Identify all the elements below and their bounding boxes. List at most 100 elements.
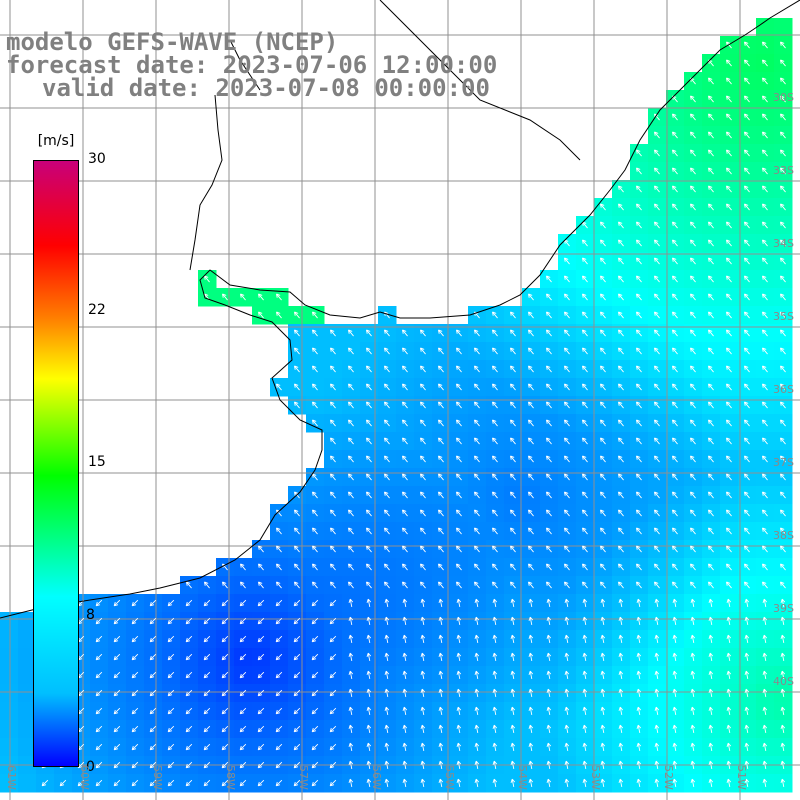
wind-arrow xyxy=(690,616,696,626)
wind-arrow xyxy=(293,743,301,751)
wind-arrow xyxy=(780,706,786,716)
wind-arrow xyxy=(510,545,516,553)
wind-arrow xyxy=(474,383,480,391)
wind-arrow xyxy=(329,689,337,697)
wind-arrow xyxy=(474,473,480,481)
wind-arrow xyxy=(654,401,660,409)
wind-arrow xyxy=(492,545,498,553)
wind-arrow xyxy=(672,149,678,157)
wind-arrow xyxy=(726,652,732,662)
wind-arrow xyxy=(654,383,660,391)
lon-label: 53W xyxy=(589,765,602,790)
wind-arrow xyxy=(546,311,552,319)
wind-arrow xyxy=(708,275,714,283)
wind-arrow xyxy=(185,635,193,643)
wind-arrow xyxy=(564,545,570,553)
wind-arrow xyxy=(366,670,372,680)
wind-arrow xyxy=(528,293,534,301)
wind-arrow xyxy=(311,671,319,679)
wind-arrow xyxy=(546,347,552,355)
wind-arrow xyxy=(510,724,516,734)
wind-arrow xyxy=(294,509,300,517)
wind-arrow xyxy=(420,329,426,337)
wind-arrow xyxy=(275,599,283,607)
wind-arrow xyxy=(762,706,768,716)
wind-arrow xyxy=(654,131,660,139)
wind-arrow xyxy=(636,760,642,770)
wind-arrow xyxy=(420,347,426,355)
wind-arrow xyxy=(149,689,157,697)
wind-arrow xyxy=(726,437,732,445)
wind-arrow xyxy=(690,652,696,662)
lon-label: 59W xyxy=(151,765,164,790)
wind-arrow xyxy=(546,634,552,644)
wind-arrow xyxy=(294,329,300,337)
wind-arrow xyxy=(492,527,498,535)
wind-arrow xyxy=(185,779,193,787)
wind-arrow xyxy=(492,419,498,427)
wind-arrow xyxy=(546,293,552,301)
wave-cell xyxy=(0,666,19,685)
wind-arrow xyxy=(510,437,516,445)
wind-arrow xyxy=(420,688,426,698)
wind-arrow xyxy=(474,652,480,662)
wind-arrow xyxy=(456,455,462,463)
wind-arrow xyxy=(293,761,301,769)
wind-arrow xyxy=(492,347,498,355)
wind-arrow xyxy=(564,670,570,680)
wind-arrow xyxy=(492,724,498,734)
wind-arrow xyxy=(654,473,660,481)
wind-arrow xyxy=(131,725,139,733)
wind-arrow xyxy=(420,365,426,373)
wind-arrow xyxy=(672,347,678,355)
wind-arrow xyxy=(726,473,732,481)
wind-arrow xyxy=(185,707,193,715)
wind-arrow xyxy=(654,742,660,752)
wind-arrow xyxy=(618,724,624,734)
wind-arrow xyxy=(456,401,462,409)
wind-arrow xyxy=(564,616,570,626)
wind-arrow xyxy=(221,671,229,679)
wind-arrow xyxy=(564,419,570,427)
wind-arrow xyxy=(528,760,534,770)
wind-arrow xyxy=(654,598,660,608)
wind-arrow xyxy=(348,598,354,608)
wind-arrow xyxy=(366,419,372,427)
wind-arrow xyxy=(113,599,121,607)
valid-date: valid date: 2023-07-08 00:00:00 xyxy=(42,74,490,102)
wind-arrow xyxy=(348,581,354,589)
wind-arrow xyxy=(744,527,750,535)
wind-arrow xyxy=(294,311,300,319)
wind-arrow xyxy=(149,653,157,661)
wind-arrow xyxy=(636,149,642,157)
wind-arrow xyxy=(311,707,319,715)
wind-arrow xyxy=(312,347,318,355)
wind-arrow xyxy=(672,634,678,644)
wind-arrow xyxy=(275,761,283,769)
wind-arrow xyxy=(131,599,139,607)
wind-arrow xyxy=(708,581,714,589)
wind-arrow xyxy=(185,725,193,733)
wind-arrow xyxy=(762,473,768,481)
wind-arrow xyxy=(258,311,264,319)
wind-arrow xyxy=(510,491,516,499)
wind-arrow xyxy=(294,365,300,373)
wind-arrow xyxy=(636,275,642,283)
wind-arrow xyxy=(636,437,642,445)
wind-arrow xyxy=(510,383,516,391)
wind-arrow xyxy=(293,725,301,733)
wind-arrow xyxy=(492,778,498,788)
wind-arrow xyxy=(762,239,768,247)
wind-arrow xyxy=(600,706,606,716)
wind-arrow xyxy=(113,635,121,643)
wind-arrow xyxy=(329,599,337,607)
wind-arrow xyxy=(348,509,354,517)
wind-arrow xyxy=(762,113,768,121)
wave-cell xyxy=(0,774,19,793)
wind-arrow xyxy=(726,688,732,698)
wind-arrow xyxy=(780,167,786,175)
wind-arrow xyxy=(221,707,229,715)
wind-arrow xyxy=(636,598,642,608)
wind-arrow xyxy=(348,473,354,481)
